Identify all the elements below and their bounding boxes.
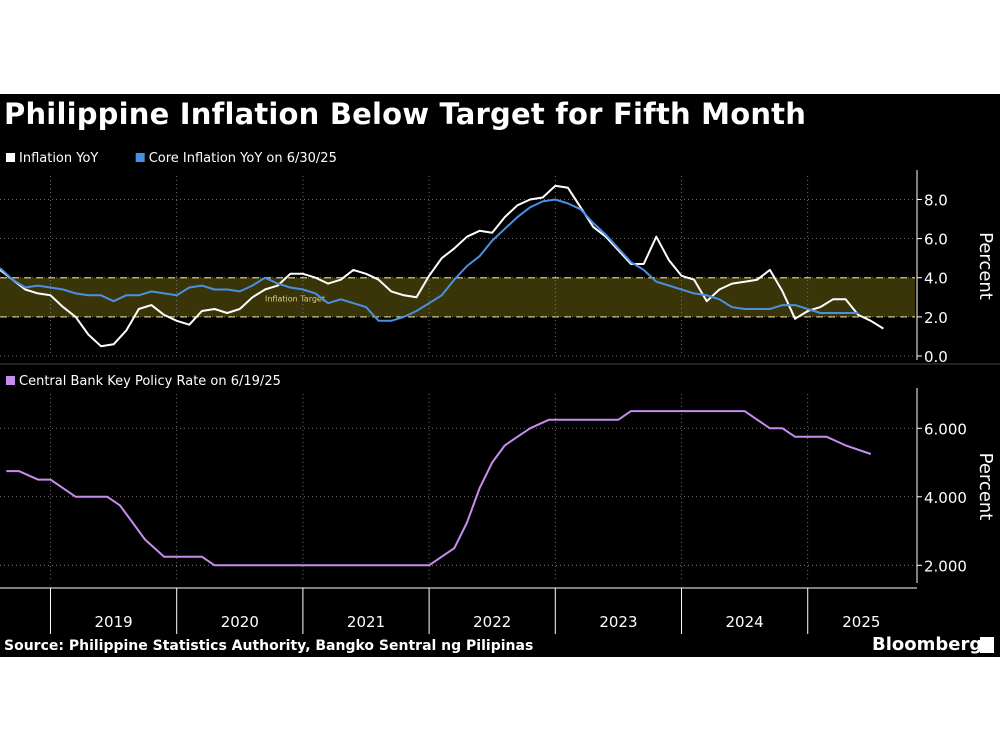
legend-label: Inflation YoY: [19, 151, 98, 166]
y-tick-label: 2.000: [924, 557, 967, 575]
legend-label: Central Bank Key Policy Rate on 6/19/25: [19, 374, 281, 389]
y-tick-label: 6.0: [924, 231, 948, 249]
legend-label: Core Inflation YoY on 6/30/25: [149, 151, 337, 166]
chart-panel: Philippine Inflation Below Target for Fi…: [0, 94, 1000, 657]
x-tick-label: 2019: [94, 613, 132, 631]
legend-swatch: [6, 376, 15, 385]
y-axis-label: Percent: [975, 453, 996, 521]
x-tick-label: 2022: [473, 613, 511, 631]
y-tick-label: 4.000: [924, 489, 967, 507]
legend-swatch: [6, 153, 15, 162]
chart-title: Philippine Inflation Below Target for Fi…: [4, 97, 807, 131]
y-tick-label: 6.000: [924, 420, 967, 438]
y-tick-label: 0.0: [924, 348, 948, 366]
x-tick-label: 2020: [221, 613, 259, 631]
target-label: Inflation Target: [265, 294, 325, 303]
y-tick-label: 2.0: [924, 309, 948, 327]
x-tick-label: 2024: [726, 613, 764, 631]
source-note: Source: Philippine Statistics Authority,…: [4, 638, 534, 654]
brand-mark-icon: [980, 637, 994, 653]
y-axis-label: Percent: [975, 232, 996, 300]
y-tick-label: 8.0: [924, 191, 948, 209]
legend-swatch: [135, 153, 145, 162]
series-line-inflation: [0, 184, 884, 348]
brand-logo: Bloomberg: [872, 634, 983, 655]
x-tick-label: 2021: [347, 613, 385, 631]
x-tick-label: 2023: [599, 613, 637, 631]
target-band: [0, 277, 915, 317]
series-line-policy-rate: [6, 410, 872, 567]
y-tick-label: 4.0: [924, 270, 948, 288]
chart-canvas: Inflation Target 0.0 2.0 4.0 6.0 8.0 Percent In…: [0, 151, 1000, 634]
series-line-core-inflation: [0, 198, 859, 322]
x-tick-label: 2025: [842, 613, 880, 631]
